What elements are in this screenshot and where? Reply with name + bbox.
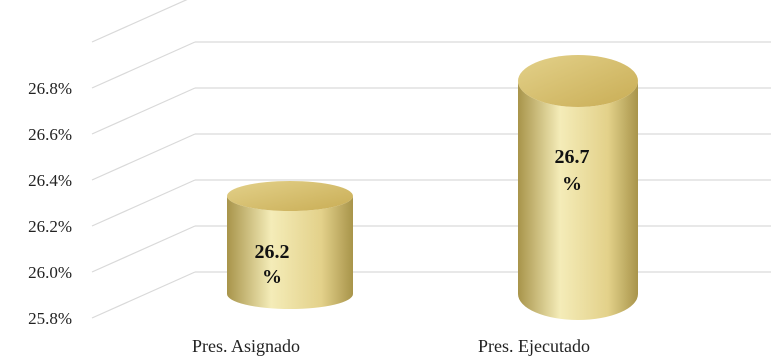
- y-tick-label: 25.8%: [28, 309, 72, 328]
- x-category-label: Pres. Ejecutado: [478, 336, 590, 356]
- data-label-value: 26.2: [255, 241, 290, 263]
- bars: [227, 55, 638, 320]
- x-axis-categories: Pres. Asignado Pres. Ejecutado: [192, 336, 590, 356]
- data-label-unit: %: [562, 173, 582, 195]
- y-tick-label: 26.2%: [28, 217, 72, 236]
- gridline-diagonal: [91, 0, 188, 43]
- gridline-diagonal: [91, 133, 196, 181]
- bar-cylinder: [227, 196, 353, 309]
- bar-top-cap: [227, 181, 353, 211]
- x-category-label: Pres. Asignado: [192, 336, 300, 356]
- gridline-diagonal: [91, 225, 196, 273]
- bar-cylinder: [518, 81, 638, 320]
- data-label-value: 26.7: [555, 146, 590, 168]
- data-labels: 26.2 % 26.7 %: [255, 146, 590, 288]
- gridlines: [91, 0, 771, 319]
- gridline-diagonal: [91, 271, 196, 319]
- gridline-diagonal: [91, 87, 196, 135]
- y-tick-label: 26.0%: [28, 263, 72, 282]
- y-tick-label: 26.6%: [28, 125, 72, 144]
- y-tick-label: 26.4%: [28, 171, 72, 190]
- gridline-diagonal: [91, 41, 196, 89]
- gridline-diagonal: [91, 179, 196, 227]
- y-axis-ticks: 25.8% 26.0% 26.2% 26.4% 26.6% 26.8%: [28, 79, 72, 328]
- y-tick-label: 26.8%: [28, 79, 72, 98]
- bar-top-cap: [518, 55, 638, 107]
- data-label-unit: %: [262, 266, 282, 288]
